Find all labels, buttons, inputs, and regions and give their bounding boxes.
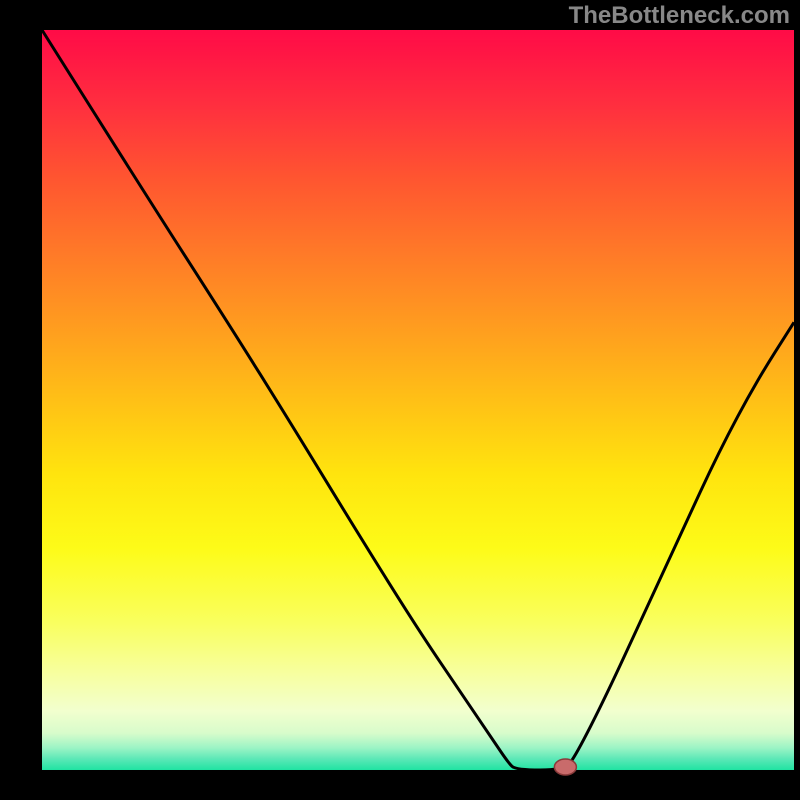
optimal-marker bbox=[554, 759, 576, 775]
chart-container: TheBottleneck.com bbox=[0, 0, 800, 800]
watermark-label: TheBottleneck.com bbox=[569, 2, 790, 30]
bottleneck-chart bbox=[0, 0, 800, 800]
plot-background bbox=[42, 30, 794, 770]
